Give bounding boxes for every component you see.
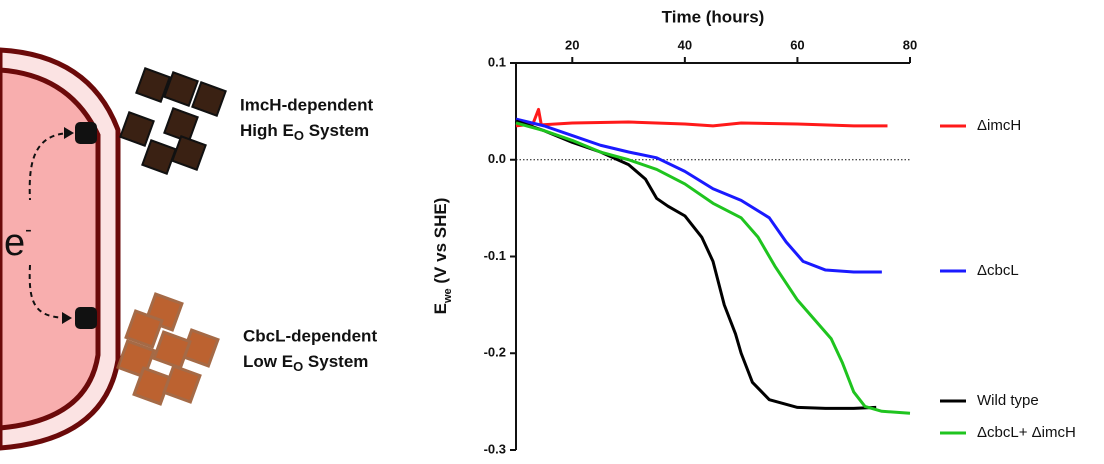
high-minerals: [119, 67, 227, 175]
x-tick-label: 60: [790, 37, 804, 52]
x-tick-label: 40: [678, 37, 692, 52]
low-sys: System: [303, 352, 368, 371]
series-line: [515, 107, 888, 128]
electron-sup: -: [25, 219, 32, 241]
high-label-1: ImcH-dependent: [240, 95, 374, 114]
y-tick-label: -0.2: [484, 345, 506, 360]
y-tick-label: 0.0: [488, 151, 506, 166]
legend-label: ΔcbcL+ ΔimcH: [977, 424, 1076, 441]
low-minerals: [116, 292, 220, 406]
low-e: Low E: [243, 352, 293, 371]
low-sub: O: [293, 359, 303, 374]
y-tick-label: 0.1: [488, 54, 506, 69]
legend-label: ΔimcH: [977, 117, 1021, 134]
series-line: [515, 117, 882, 274]
series-line: [515, 121, 911, 415]
electron-label: e-: [4, 219, 32, 264]
x-axis-title: Time (hours): [662, 7, 765, 26]
y-axis-title: Ewe (V vs SHE): [431, 198, 453, 315]
y-title-e: E: [431, 303, 450, 314]
inner-membrane: [0, 67, 101, 431]
node-low: [75, 307, 97, 329]
legend-label: Wild type: [977, 392, 1039, 409]
node-high: [75, 122, 97, 144]
high-label-2: High EO System: [240, 121, 369, 143]
high-sub: O: [294, 128, 304, 143]
electron-path: [28, 132, 73, 319]
low-label-1: CbcL-dependent: [243, 326, 377, 345]
electron-text: e: [4, 222, 25, 264]
y-tick-label: -0.1: [484, 248, 506, 263]
y-title-rest: (V vs SHE): [431, 198, 450, 289]
legend-label: ΔcbcL: [977, 262, 1019, 279]
high-e: High E: [240, 121, 294, 140]
x-tick-label: 20: [565, 37, 579, 52]
high-sys: System: [304, 121, 369, 140]
y-title-sub: we: [442, 288, 454, 304]
series-line: [515, 119, 877, 410]
y-tick-label: -0.3: [484, 441, 506, 456]
low-label-2: Low EO System: [243, 352, 368, 374]
x-tick-label: 80: [903, 37, 917, 52]
